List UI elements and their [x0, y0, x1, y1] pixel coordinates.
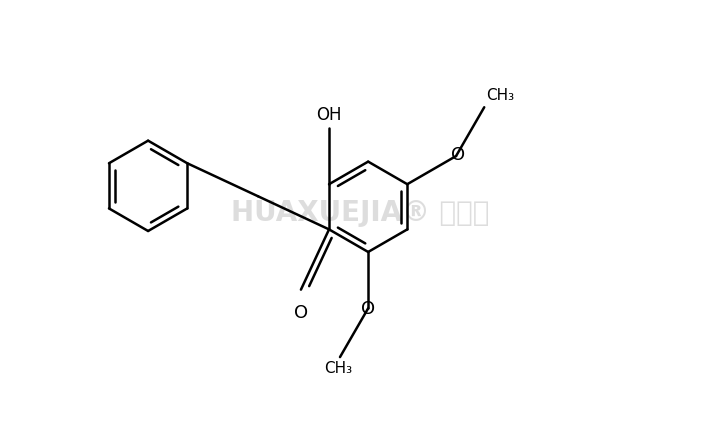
Text: O: O: [294, 304, 308, 322]
Text: CH₃: CH₃: [324, 361, 352, 377]
Text: HUAXUEJIA® 化学加: HUAXUEJIA® 化学加: [231, 199, 489, 227]
Text: OH: OH: [316, 106, 342, 124]
Text: O: O: [451, 146, 465, 164]
Text: O: O: [361, 300, 375, 318]
Text: CH₃: CH₃: [487, 88, 515, 103]
